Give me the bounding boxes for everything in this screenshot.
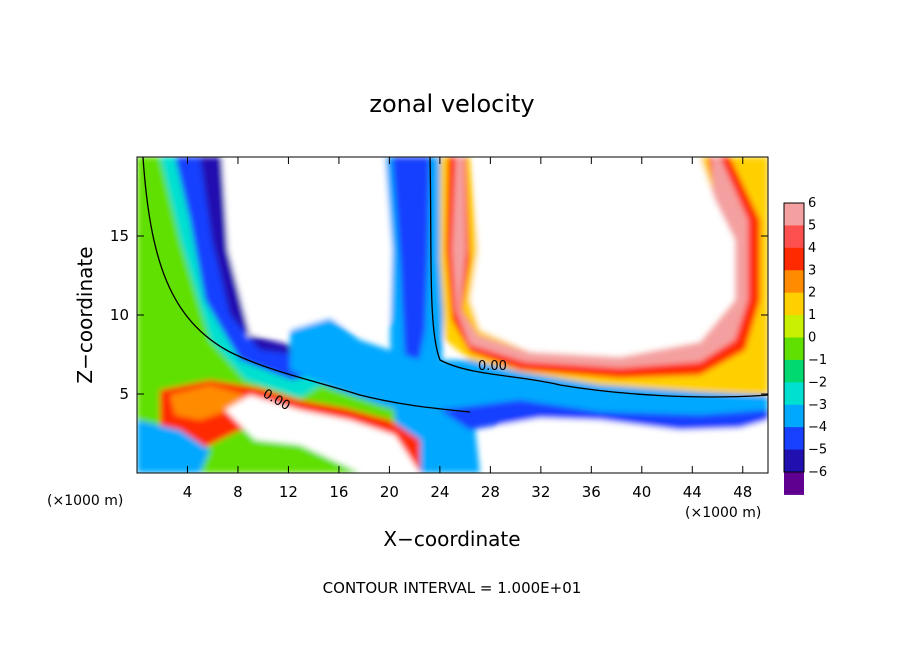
colorbar-label: 6 (808, 196, 816, 211)
colorbar-swatch (784, 382, 804, 406)
heatmap-field (137, 157, 768, 473)
colorbar-label: −5 (808, 443, 827, 458)
x-tick-label: 8 (233, 483, 243, 501)
y-tick-label: 10 (110, 306, 129, 324)
colorbar-swatch (784, 427, 804, 451)
colorbar-label: 4 (808, 241, 816, 256)
colorbar-label: −6 (808, 465, 827, 480)
chart-title: zonal velocity (369, 90, 534, 118)
x-tick-label: 40 (632, 483, 651, 501)
x-tick-label: 28 (481, 483, 500, 501)
colorbar: 6 5 4 3 2 1 0 −1 −2 −3 −4 −5 −6 (783, 196, 827, 495)
colorbar-swatch (784, 472, 804, 495)
y-tick-label: 5 (119, 385, 129, 403)
x-tick-label: 4 (183, 483, 193, 501)
x-unit-left: (×1000 m) (47, 493, 123, 509)
colorbar-swatch (784, 337, 804, 361)
colorbar-label: −2 (808, 375, 827, 390)
x-axis-title: X−coordinate (383, 527, 520, 551)
x-tick-label: 32 (531, 483, 550, 501)
colorbar-label: 0 (808, 331, 816, 346)
colorbar-label: −4 (808, 420, 827, 435)
zero-contour-left (142, 157, 471, 413)
x-tick-label: 44 (683, 483, 702, 501)
x-tick-label: 24 (430, 483, 449, 501)
x-axis-ticks: 4 8 12 16 20 24 28 32 36 40 44 48 (183, 157, 752, 501)
colorbar-swatch (784, 203, 804, 226)
colorbar-label: 1 (808, 308, 816, 323)
y-tick-label: 15 (110, 227, 129, 245)
x-tick-label: 36 (582, 483, 601, 501)
colorbar-swatch (784, 404, 804, 428)
colorbar-label: 2 (808, 286, 816, 301)
colorbar-label: 5 (808, 218, 816, 233)
colorbar-swatch (784, 225, 804, 249)
y-axis-ticks: 5 10 15 (110, 227, 768, 403)
y-axis-title: Z−coordinate (73, 246, 97, 383)
contour-interval-text: CONTOUR INTERVAL = 1.000E+01 (323, 579, 582, 597)
colorbar-frame (783, 202, 805, 473)
colorbar-label: −1 (808, 353, 827, 368)
colorbar-label: −3 (808, 398, 827, 413)
x-tick-label: 16 (329, 483, 348, 501)
x-unit-right: (×1000 m) (685, 505, 761, 521)
colorbar-swatch (784, 247, 804, 271)
colorbar-swatch (784, 315, 804, 338)
zero-contour-right (429, 157, 768, 398)
colorbar-swatch (784, 359, 804, 383)
colorbar-swatch (784, 292, 804, 316)
x-tick-label: 20 (380, 483, 399, 501)
colorbar-swatch (784, 449, 804, 473)
x-tick-label: 12 (279, 483, 298, 501)
colorbar-label: 3 (808, 263, 816, 278)
x-tick-label: 48 (733, 483, 752, 501)
contour-label-right: 0.00 (478, 359, 507, 374)
colorbar-swatch (784, 270, 804, 294)
